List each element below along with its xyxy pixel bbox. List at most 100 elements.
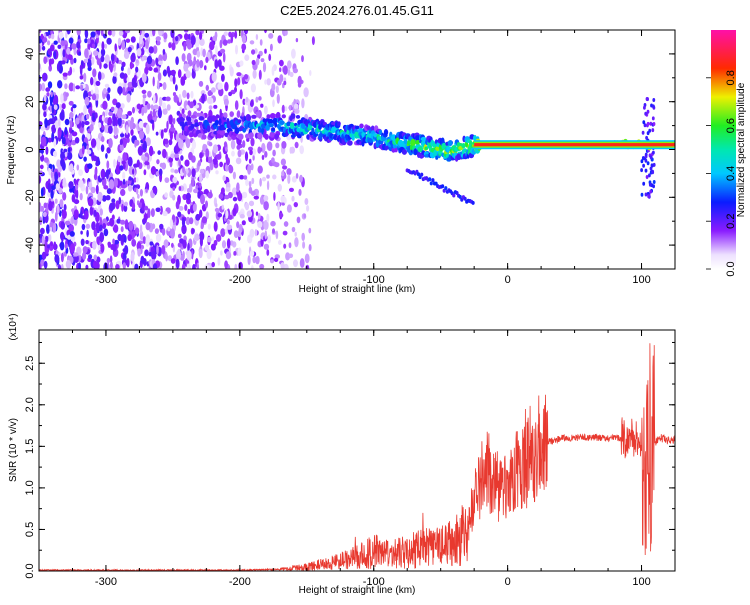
spectrogram-ridge-cell xyxy=(201,134,207,140)
spectrogram-noise-cell xyxy=(215,234,222,242)
spectrogram-noise-cell xyxy=(96,236,100,245)
x-tick-label: -300 xyxy=(95,274,117,286)
colorbar-ticks: 0.0 0.2 0.4 0.6 0.8 xyxy=(706,70,737,277)
spectrogram-noise-cell xyxy=(152,108,156,118)
spectrogram-noise-cell xyxy=(53,40,58,45)
spectrogram-noise-cell xyxy=(301,232,306,242)
spectrogram-feature-cell xyxy=(650,163,654,168)
spectrogram-noise-cell xyxy=(195,213,201,221)
spectrogram-noise-cell xyxy=(60,264,64,269)
spectrogram-noise-cell xyxy=(125,124,129,135)
spectrogram-noise-cell xyxy=(95,161,99,166)
spectrogram-noise-cell xyxy=(239,89,243,100)
spectrogram-noise-cell xyxy=(258,147,263,152)
spectrogram-noise-cell xyxy=(113,177,118,188)
y-tick-label: 40 xyxy=(24,48,36,60)
spectrogram-ridge-cell xyxy=(322,122,327,126)
spectrogram-noise-cell xyxy=(107,242,111,248)
colorbar-tick-label: 0.8 xyxy=(725,70,737,85)
spectrogram-noise-cell xyxy=(263,200,269,211)
spectrogram-noise-cell xyxy=(229,240,234,246)
spectrogram-noise-cell xyxy=(113,72,118,77)
spectrogram-noise-cell xyxy=(57,130,62,139)
spectrogram-noise-cell xyxy=(246,210,253,218)
spectrogram-noise-cell xyxy=(122,171,126,180)
spectrogram-noise-cell xyxy=(221,240,227,249)
spectrogram-noise-cell xyxy=(294,237,299,248)
spectrogram-ridge-cell xyxy=(190,123,195,129)
spectrogram-noise-cell xyxy=(112,242,117,252)
spectrogram-noise-cell xyxy=(92,68,97,78)
spectrogram-noise-cell xyxy=(289,187,294,192)
spectrogram-noise-cell xyxy=(72,104,77,109)
spectrogram-noise-cell xyxy=(127,67,131,76)
spectrogram-noise-cell xyxy=(105,169,109,180)
y-tick-label: 1.5 xyxy=(24,439,36,454)
spectrogram-branch-cell xyxy=(420,172,424,177)
spectrogram-ridge-cell xyxy=(213,125,217,130)
spectrogram-noise-cell xyxy=(172,117,176,125)
spectrogram-noise-cell xyxy=(232,207,237,217)
spectrogram-noise-cell xyxy=(226,39,232,44)
spectrogram-noise-cell xyxy=(100,48,106,57)
spectrogram-noise-cell xyxy=(163,128,168,133)
spectrogram-noise-cell xyxy=(280,158,286,166)
spectrogram-noise-cell xyxy=(92,260,98,268)
spectrogram-noise-cell xyxy=(232,171,236,180)
spectrogram-noise-cell xyxy=(145,188,148,193)
spectrogram-noise-cell xyxy=(51,132,55,143)
spectrogram-noise-cell xyxy=(139,130,145,140)
spectrogram-ridge-cell xyxy=(229,111,234,117)
spectrogram-noise-cell xyxy=(207,223,211,230)
spectrogram-noise-cell xyxy=(152,94,156,104)
spectrogram-ridge-cell xyxy=(403,139,408,145)
spectrogram-noise-cell xyxy=(146,103,151,110)
spectrogram-noise-cell xyxy=(302,241,306,249)
spectrogram-noise-cell xyxy=(162,69,167,77)
spectrogram-noise-cell xyxy=(109,217,115,227)
spectrogram-noise-cell xyxy=(284,30,288,36)
spectrogram-noise-cell xyxy=(115,264,120,269)
spectrogram-noise-cell xyxy=(59,241,65,251)
spectrogram-ridge-cell xyxy=(401,149,407,155)
spectrogram-noise-cell xyxy=(100,55,105,63)
spectrogram-noise-cell xyxy=(134,227,140,235)
spectrogram-noise-cell xyxy=(117,86,123,95)
spectrogram-noise-cell xyxy=(182,250,185,260)
spectrogram-noise-cell xyxy=(99,232,105,243)
spectrogram-noise-cell xyxy=(43,111,47,118)
spectrogram-noise-cell xyxy=(204,65,207,71)
spectrogram-noise-cell xyxy=(83,58,89,64)
spectrogram-noise-cell xyxy=(165,253,169,262)
spectrogram-noise-cell xyxy=(41,82,46,92)
spectrogram-noise-cell xyxy=(192,48,198,56)
spectrogram-noise-cell xyxy=(97,51,102,59)
spectrogram-noise-cell xyxy=(196,59,200,68)
spectrogram-noise-cell xyxy=(236,144,241,150)
spectrogram-noise-cell xyxy=(248,181,252,188)
spectrogram-ridge-cell xyxy=(279,120,285,125)
spectrogram-noise-cell xyxy=(90,138,97,148)
spectrogram-noise-cell xyxy=(153,104,159,110)
spectrogram-noise-cell xyxy=(248,200,255,207)
spectrogram-feature-cell xyxy=(651,170,655,175)
spectrogram-noise-cell xyxy=(186,250,192,261)
spectrogram-noise-cell xyxy=(166,120,169,130)
spectrogram-noise-cell xyxy=(93,50,99,56)
spectrogram-noise-cell xyxy=(93,157,97,162)
spectrogram-ridge-cell xyxy=(236,110,241,118)
spectrogram-noise-cell xyxy=(151,223,156,230)
spectrogram-noise-cell xyxy=(139,224,143,234)
spectrogram-noise-cell xyxy=(218,193,224,200)
spectrogram-ridge-cell xyxy=(308,124,313,130)
spectrogram-ridge-cell xyxy=(272,117,278,124)
spectrogram-noise-cell xyxy=(283,221,289,227)
spectrogram-noise-cell xyxy=(205,200,208,209)
snr-panel: -300 -200 -100 0 100 0.0 0.5 1.0 1.5 2.0 2.5 Heigh… xyxy=(8,313,676,596)
spectrogram-noise-cell xyxy=(164,143,169,148)
x-tick-label: -100 xyxy=(363,576,385,588)
spectrogram-noise-cell xyxy=(112,98,118,106)
spectrogram-noise-cell xyxy=(278,240,282,245)
spectrogram-noise-cell xyxy=(101,177,107,187)
spectrogram-noise-cell xyxy=(39,83,42,92)
